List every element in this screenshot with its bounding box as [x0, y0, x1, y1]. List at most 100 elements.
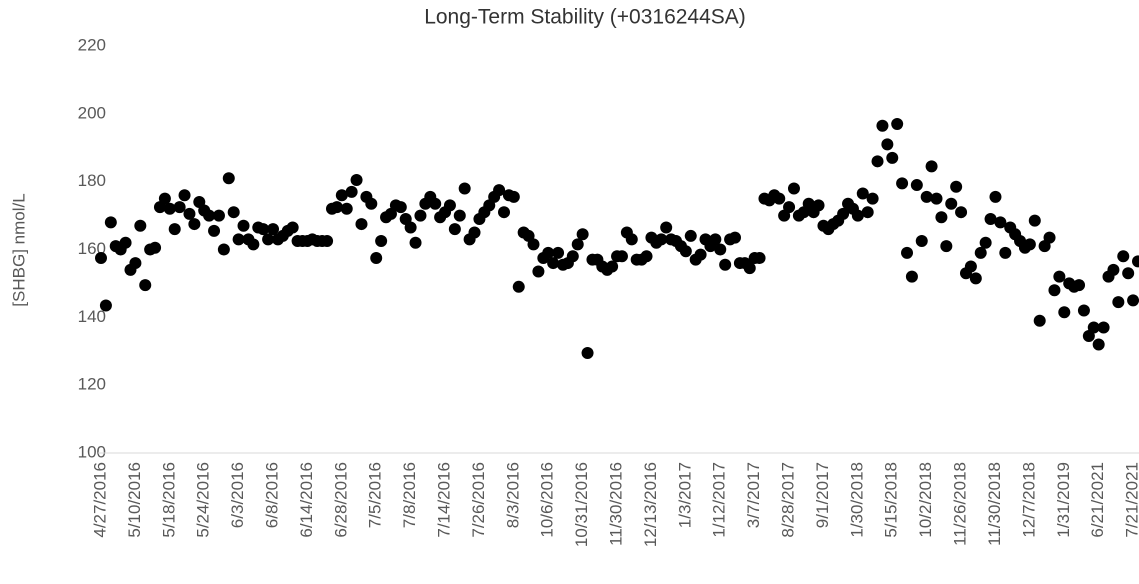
point — [812, 199, 825, 212]
point — [606, 260, 619, 273]
point — [694, 248, 707, 261]
point — [262, 233, 275, 246]
point — [999, 246, 1012, 259]
point — [856, 187, 869, 200]
point — [1122, 267, 1135, 280]
point — [257, 223, 270, 236]
x-tick-label: 4/27/2016 — [90, 462, 109, 538]
x-tick-label: 3/7/2017 — [744, 462, 763, 528]
point — [915, 235, 928, 248]
point — [163, 202, 176, 215]
x-tick-label: 7/21/2021 — [1123, 462, 1139, 538]
point — [552, 246, 565, 259]
point — [404, 221, 417, 234]
x-tick-label: 7/5/2016 — [366, 462, 385, 528]
point — [625, 233, 638, 246]
point — [104, 216, 117, 229]
point — [203, 209, 216, 222]
point — [493, 184, 506, 197]
point — [370, 251, 383, 264]
point — [158, 192, 171, 205]
point — [95, 251, 107, 264]
point — [1097, 321, 1110, 334]
point — [905, 270, 918, 283]
point — [1058, 306, 1071, 319]
x-tick-label: 11/30/2016 — [607, 462, 626, 546]
x-tick-label: 10/6/2016 — [538, 462, 557, 538]
point — [178, 189, 191, 202]
y-tick-label: 200 — [78, 103, 106, 122]
point — [542, 246, 555, 259]
point — [581, 346, 594, 359]
point — [876, 119, 889, 132]
point — [719, 258, 732, 271]
point — [1112, 296, 1125, 309]
x-tick-label: 12/7/2018 — [1019, 462, 1038, 538]
x-tick-label: 9/1/2017 — [813, 462, 832, 528]
y-tick-label: 180 — [78, 171, 106, 190]
point — [119, 236, 132, 249]
x-tick-label: 5/15/2018 — [882, 462, 901, 538]
point — [728, 231, 741, 244]
point — [950, 180, 963, 193]
point — [989, 190, 1002, 203]
x-tick-label: 1/31/2019 — [1054, 462, 1073, 538]
point — [1132, 255, 1139, 268]
point — [350, 173, 363, 186]
point — [208, 224, 221, 237]
point — [901, 246, 914, 259]
x-tick-label: 7/8/2016 — [400, 462, 419, 528]
point — [1092, 338, 1105, 351]
point — [773, 192, 786, 205]
point — [679, 245, 692, 258]
point — [1048, 284, 1061, 297]
point — [851, 209, 864, 222]
point — [188, 218, 201, 231]
point — [783, 201, 796, 214]
point — [355, 218, 368, 231]
point — [340, 202, 353, 215]
point — [964, 260, 977, 273]
point — [994, 216, 1007, 229]
point — [429, 197, 442, 210]
point — [1023, 238, 1036, 251]
x-tick-label: 12/13/2016 — [641, 462, 660, 547]
point — [507, 190, 520, 203]
point — [247, 238, 260, 251]
chart-title: Long-Term Stability (+0316244SA) — [424, 6, 746, 29]
point — [365, 197, 378, 210]
point — [321, 235, 334, 248]
point — [655, 233, 668, 246]
point — [1028, 214, 1041, 227]
point — [684, 229, 697, 242]
y-axis-label: [SHBG] nmol/L — [9, 193, 28, 306]
point — [871, 155, 884, 168]
point — [925, 160, 938, 173]
point — [149, 241, 162, 254]
x-tick-label: 7/26/2016 — [469, 462, 488, 538]
point — [212, 209, 225, 222]
point — [660, 221, 673, 234]
point — [891, 118, 904, 131]
y-tick-label: 140 — [78, 307, 106, 326]
point — [787, 182, 800, 195]
point — [173, 201, 186, 214]
point — [232, 233, 245, 246]
point — [576, 228, 589, 241]
point — [881, 138, 894, 151]
point — [217, 243, 230, 256]
point — [468, 226, 481, 239]
x-tick-label: 10/31/2016 — [572, 462, 591, 547]
x-tick-label: 6/8/2016 — [262, 462, 281, 528]
x-tick-label: 6/21/2021 — [1088, 462, 1107, 538]
point — [945, 197, 958, 210]
point — [409, 236, 422, 249]
point — [1073, 279, 1086, 292]
point — [458, 182, 471, 195]
x-tick-label: 10/2/2018 — [916, 462, 935, 538]
point — [743, 262, 756, 275]
point — [1087, 321, 1100, 334]
point — [129, 257, 142, 270]
x-tick-label: 6/28/2016 — [331, 462, 350, 538]
x-tick-label: 1/3/2017 — [675, 462, 694, 528]
